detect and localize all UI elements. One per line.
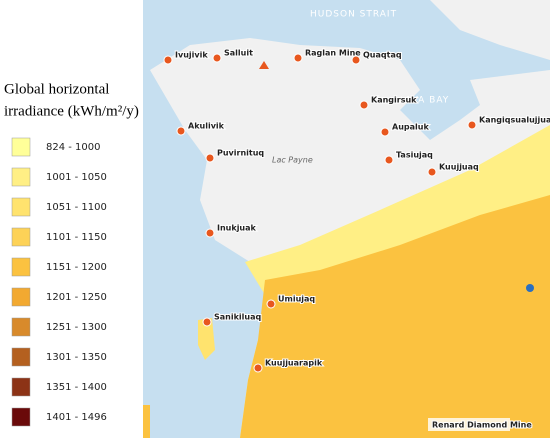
place-label: Salluit <box>224 49 253 58</box>
legend-swatch <box>11 347 31 367</box>
water-label: HUDSON STRAIT <box>310 10 397 20</box>
place-label: Aupaluk <box>392 123 429 132</box>
place-label: Umiujaq <box>278 295 315 304</box>
mine-marker <box>259 61 269 69</box>
lake-label: Lac Payne <box>272 156 313 165</box>
legend-swatch <box>11 197 31 217</box>
legend-swatch <box>11 227 31 247</box>
island <box>198 318 215 360</box>
legend-swatch <box>11 167 31 187</box>
legend-label: 1251 - 1300 <box>46 322 107 333</box>
place-marker <box>212 53 222 63</box>
legend-swatch <box>11 257 31 277</box>
legend-swatch <box>11 377 31 397</box>
legend: 824 - 1000 1001 - 1050 1051 - 1100 1101 - 1… <box>11 137 107 427</box>
legend-label: 824 - 1000 <box>46 142 101 153</box>
legend-label: 1351 - 1400 <box>46 382 107 393</box>
place-marker <box>293 53 303 63</box>
legend-label: 1401 - 1496 <box>46 412 107 423</box>
place-label: Tasiujaq <box>396 151 433 160</box>
place-marker <box>384 155 394 165</box>
legend-label: 1201 - 1250 <box>46 292 107 303</box>
legend-label: 1101 - 1150 <box>46 232 107 243</box>
map: HUDSON STRAIT AVA BAY Lac Payne Ivujivik… <box>143 0 550 438</box>
legend-swatch <box>11 407 31 427</box>
place-marker <box>163 55 173 65</box>
legend-title: Global horizontal <box>4 81 109 97</box>
place-marker <box>266 299 276 309</box>
place-marker <box>380 127 390 137</box>
place-label: Sanikiluaq <box>214 313 261 322</box>
place-label: Puvirnituq <box>217 149 264 158</box>
place-marker <box>253 363 263 373</box>
place-marker <box>467 120 477 130</box>
mine-label: Renard Diamond Mine <box>432 421 532 430</box>
legend-swatch <box>11 137 31 157</box>
place-marker <box>359 100 369 110</box>
place-label: Quaqtaq <box>363 51 402 60</box>
zone <box>240 195 550 438</box>
legend-label: 1051 - 1100 <box>46 202 107 213</box>
place-label: Inukjuak <box>217 224 257 233</box>
place-label: Kangirsuk <box>371 96 417 105</box>
place-marker <box>202 317 212 327</box>
place-label: Kuujjuarapik <box>265 359 323 368</box>
land <box>430 0 550 60</box>
place-marker <box>205 153 215 163</box>
legend-swatch <box>11 287 31 307</box>
marker <box>526 284 534 292</box>
zone <box>143 405 150 438</box>
place-label: Akulivik <box>188 122 225 131</box>
legend-title: irradiance (kWh/m²/y) <box>4 103 139 119</box>
water-label: AVA BAY <box>405 96 449 106</box>
place-marker <box>205 228 215 238</box>
legend-label: 1151 - 1200 <box>46 262 107 273</box>
place-label: Kangiqsualujjuaq <box>479 116 550 125</box>
label-bg <box>428 418 510 431</box>
place-marker <box>176 126 186 136</box>
legend-swatch <box>11 317 31 337</box>
place-label: Kuujjuaq <box>439 163 479 172</box>
place-label: Raglan Mine <box>305 49 361 58</box>
legend-label: 1001 - 1050 <box>46 172 107 183</box>
legend-label: 1301 - 1350 <box>46 352 107 363</box>
place-label: Ivujivik <box>175 51 208 60</box>
place-marker <box>427 167 437 177</box>
place-marker <box>351 55 361 65</box>
